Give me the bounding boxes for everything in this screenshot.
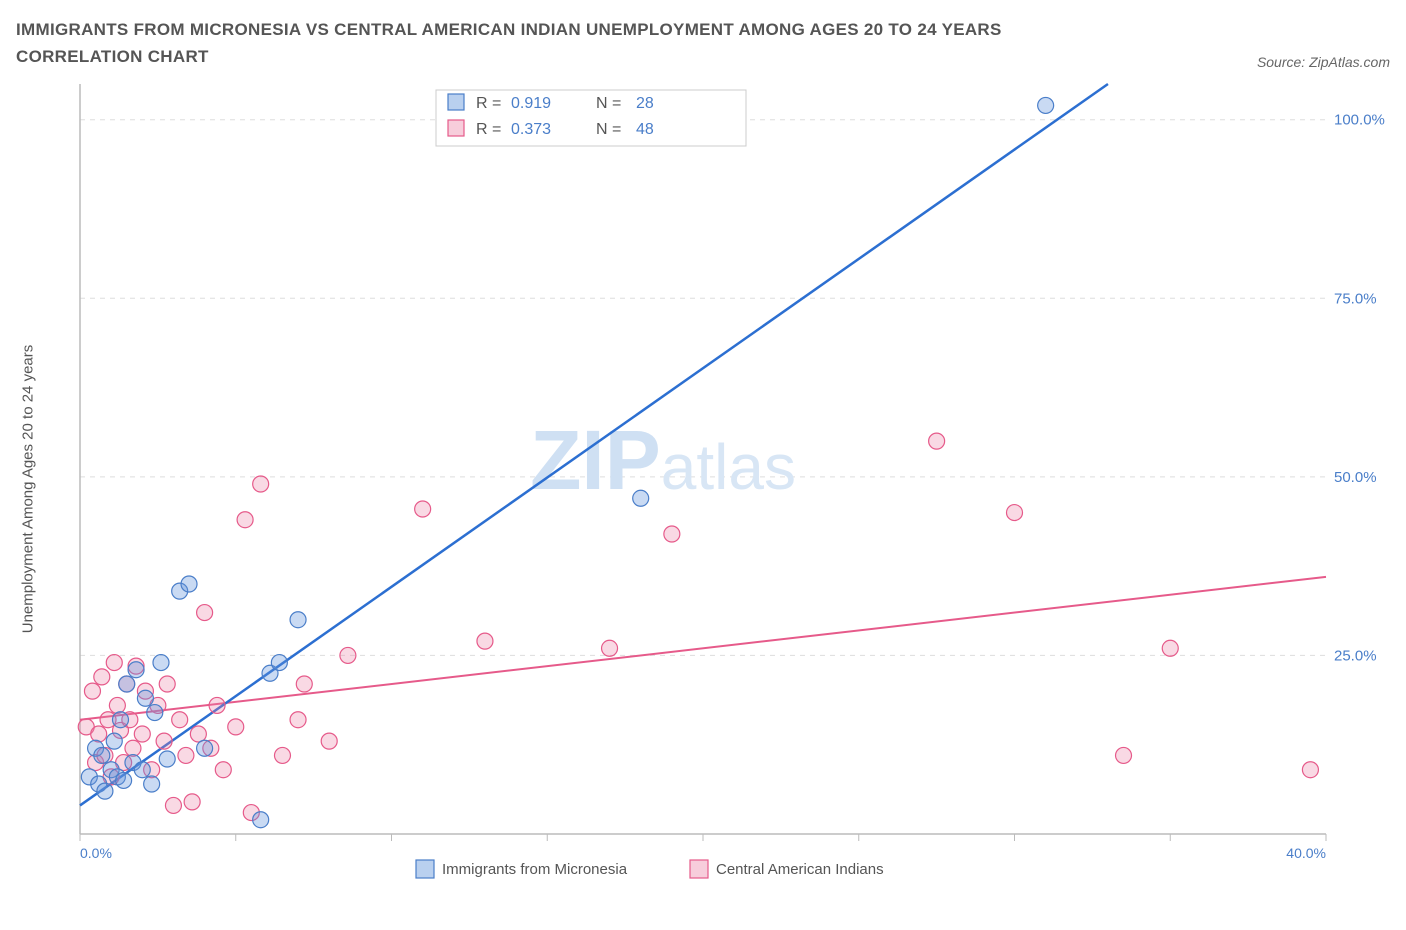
data-point-micronesia bbox=[633, 491, 649, 507]
regression-line-central-american bbox=[80, 577, 1326, 720]
data-point-central-american bbox=[190, 726, 206, 742]
data-point-micronesia bbox=[128, 662, 144, 678]
legend-swatch bbox=[690, 860, 708, 878]
data-point-micronesia bbox=[147, 705, 163, 721]
data-point-central-american bbox=[84, 684, 100, 700]
data-point-central-american bbox=[602, 641, 618, 657]
data-point-central-american bbox=[172, 712, 188, 728]
stats-n-value: 48 bbox=[636, 121, 654, 138]
data-point-micronesia bbox=[112, 712, 128, 728]
regression-line-micronesia bbox=[80, 84, 1108, 805]
data-point-micronesia bbox=[119, 676, 135, 692]
data-point-central-american bbox=[91, 726, 107, 742]
scatter-chart: 25.0% 50.0% 75.0% 100.0% ZIPatlas 0.0% 40.0% R … bbox=[16, 74, 1390, 904]
chart-source: Source: ZipAtlas.com bbox=[1257, 54, 1390, 70]
stats-r-value: 0.373 bbox=[511, 121, 551, 138]
stats-r-value: 0.919 bbox=[511, 95, 551, 112]
data-point-micronesia bbox=[137, 691, 153, 707]
data-point-central-american bbox=[290, 712, 306, 728]
data-point-central-american bbox=[209, 698, 225, 714]
data-point-central-american bbox=[477, 634, 493, 650]
data-point-central-american bbox=[134, 726, 150, 742]
data-point-central-american bbox=[125, 741, 141, 757]
data-point-central-american bbox=[178, 748, 194, 764]
stats-swatch bbox=[448, 94, 464, 110]
data-point-micronesia bbox=[94, 748, 110, 764]
data-point-central-american bbox=[1162, 641, 1178, 657]
chart-container: Unemployment Among Ages 20 to 24 years 2… bbox=[16, 74, 1390, 904]
data-point-micronesia bbox=[144, 776, 160, 792]
data-point-central-american bbox=[184, 794, 200, 810]
y-tick-label: 50.0% bbox=[1334, 469, 1377, 486]
chart-title: IMMIGRANTS FROM MICRONESIA VS CENTRAL AM… bbox=[16, 16, 1116, 70]
data-point-central-american bbox=[415, 501, 431, 517]
data-point-micronesia bbox=[153, 655, 169, 671]
data-point-central-american bbox=[274, 748, 290, 764]
data-point-micronesia bbox=[97, 784, 113, 800]
y-tick-label: 100.0% bbox=[1334, 112, 1385, 129]
data-point-central-american bbox=[165, 798, 181, 814]
data-point-central-american bbox=[929, 434, 945, 450]
data-point-central-american bbox=[228, 719, 244, 735]
x-tick-label: 40.0% bbox=[1286, 845, 1326, 861]
data-point-central-american bbox=[1116, 748, 1132, 764]
data-point-central-american bbox=[197, 605, 213, 621]
y-tick-label: 75.0% bbox=[1334, 291, 1377, 308]
data-point-central-american bbox=[1302, 762, 1318, 778]
data-point-micronesia bbox=[159, 751, 175, 767]
data-point-central-american bbox=[1007, 505, 1023, 521]
data-point-micronesia bbox=[116, 773, 132, 789]
legend-label: Central American Indians bbox=[716, 861, 884, 878]
stats-r-label: R = bbox=[476, 95, 501, 112]
data-point-central-american bbox=[159, 676, 175, 692]
data-point-central-american bbox=[664, 526, 680, 542]
data-point-micronesia bbox=[181, 576, 197, 592]
x-tick-label: 0.0% bbox=[80, 845, 112, 861]
stats-r-label: R = bbox=[476, 121, 501, 138]
data-point-central-american bbox=[156, 734, 172, 750]
y-tick-label: 25.0% bbox=[1334, 648, 1377, 665]
legend-label: Immigrants from Micronesia bbox=[442, 861, 628, 878]
data-point-micronesia bbox=[290, 612, 306, 628]
data-point-central-american bbox=[296, 676, 312, 692]
data-point-micronesia bbox=[197, 741, 213, 757]
data-point-central-american bbox=[215, 762, 231, 778]
data-point-central-american bbox=[340, 648, 356, 664]
data-point-micronesia bbox=[1038, 98, 1054, 114]
data-point-central-american bbox=[94, 669, 110, 685]
y-axis-label: Unemployment Among Ages 20 to 24 years bbox=[20, 345, 37, 634]
data-point-micronesia bbox=[253, 812, 269, 828]
watermark: ZIPatlas bbox=[530, 413, 796, 507]
stats-swatch bbox=[448, 120, 464, 136]
data-point-central-american bbox=[253, 476, 269, 492]
data-point-central-american bbox=[109, 698, 125, 714]
data-point-micronesia bbox=[106, 734, 122, 750]
data-point-micronesia bbox=[134, 762, 150, 778]
stats-n-label: N = bbox=[596, 95, 621, 112]
data-point-central-american bbox=[237, 512, 253, 528]
legend-swatch bbox=[416, 860, 434, 878]
data-point-central-american bbox=[321, 734, 337, 750]
data-point-micronesia bbox=[271, 655, 287, 671]
data-point-central-american bbox=[106, 655, 122, 671]
stats-n-value: 28 bbox=[636, 95, 654, 112]
stats-n-label: N = bbox=[596, 121, 621, 138]
